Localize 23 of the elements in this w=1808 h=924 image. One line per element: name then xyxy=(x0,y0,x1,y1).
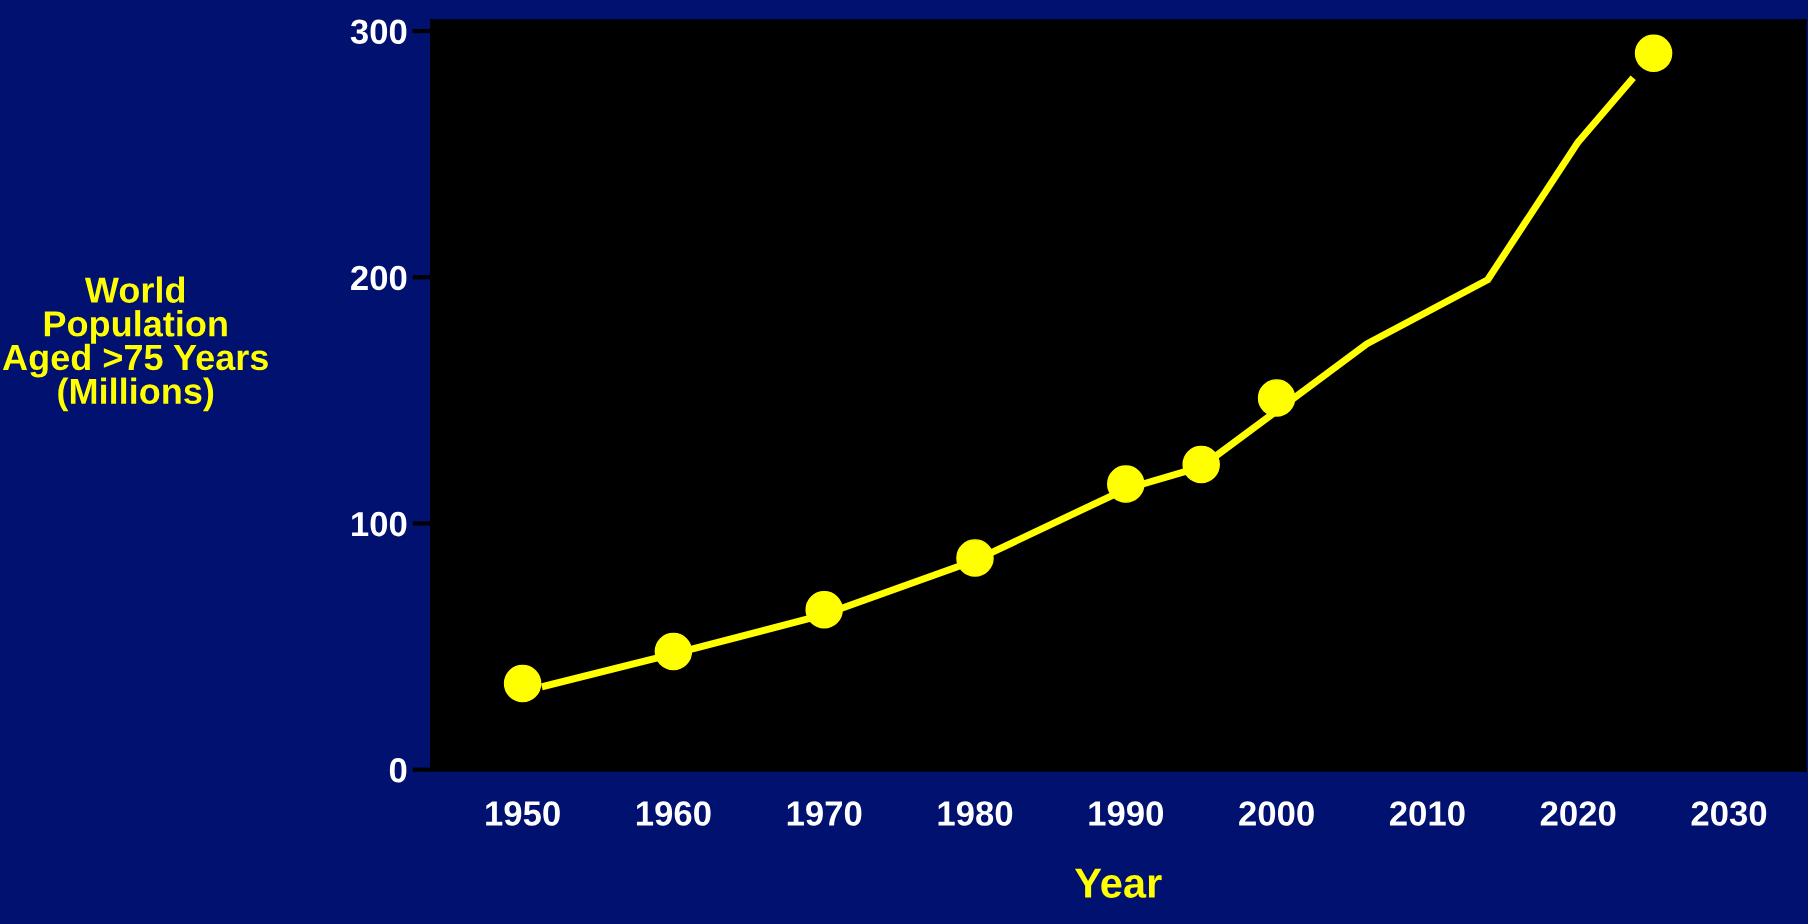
x-tick-label: 1970 xyxy=(787,801,862,826)
point xyxy=(956,539,994,577)
y-tick-label: 0 xyxy=(389,758,407,783)
point xyxy=(654,632,693,671)
point xyxy=(1182,445,1220,484)
y-tick-label: 300 xyxy=(350,19,407,45)
y-tick-label: 100 xyxy=(352,511,407,537)
x-tick-label: 2000 xyxy=(1239,801,1314,826)
y-axis-title: World Population Aged >75 Years (Millions) xyxy=(2,276,268,412)
point xyxy=(1257,379,1296,417)
y-tick-label: 200 xyxy=(351,265,407,291)
x-tick-label: 2020 xyxy=(1540,801,1616,826)
x-tick-label: 1950 xyxy=(486,801,560,826)
point xyxy=(503,664,542,703)
x-axis-title: Year xyxy=(1074,868,1162,898)
point xyxy=(1107,465,1145,503)
point xyxy=(805,590,843,629)
x-tick-label: 2010 xyxy=(1389,801,1465,826)
x-tick-label: 1960 xyxy=(636,801,711,826)
point xyxy=(1634,34,1673,73)
x-tick-label: 2030 xyxy=(1691,801,1767,826)
x-tick-label: 1990 xyxy=(1089,801,1163,826)
x-tick-label: 1980 xyxy=(938,801,1013,826)
